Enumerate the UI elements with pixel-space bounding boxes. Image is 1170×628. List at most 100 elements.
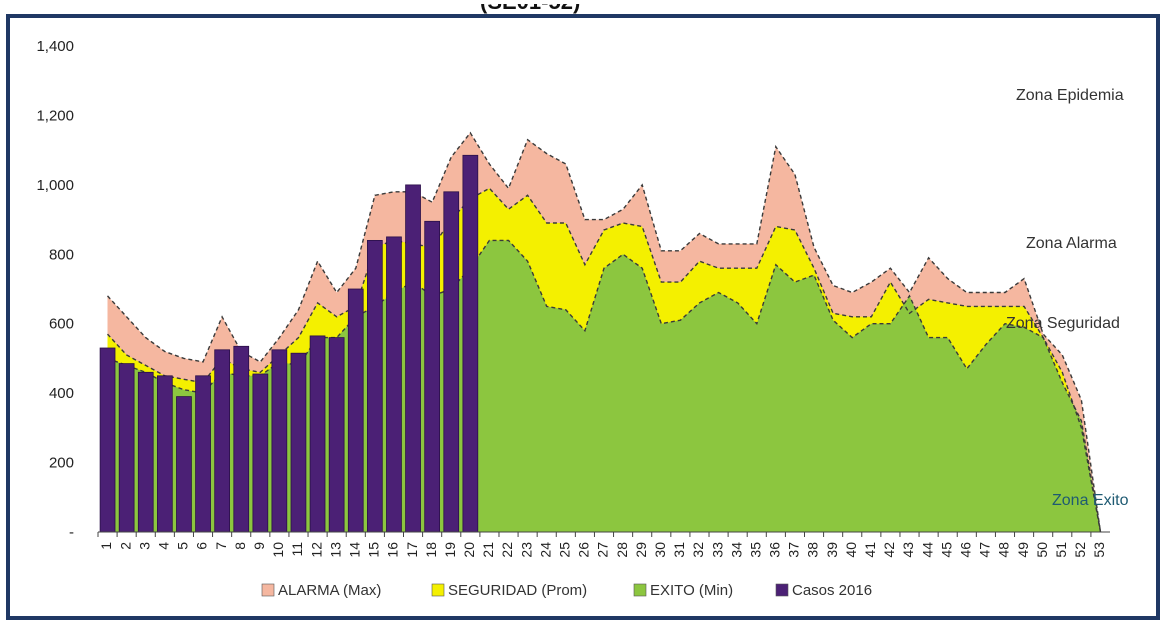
x-tick-label: 9	[251, 542, 267, 550]
bar-layer	[99, 154, 479, 533]
x-tick-label: 51	[1053, 542, 1069, 558]
x-tick-label: 29	[633, 542, 649, 558]
zone-label-epidemia: Zona Epidemia	[1016, 87, 1124, 104]
zone-label-seguridad: Zona Seguridad	[1006, 315, 1120, 332]
x-tick-label: 43	[900, 542, 916, 558]
legend-swatch	[775, 583, 789, 597]
x-tick-label: 7	[213, 542, 229, 550]
x-tick-label: 14	[347, 542, 363, 558]
y-tick-label: 1,400	[36, 38, 74, 55]
chart-frame: (SE01-52) - 200 400 600 800 1,000 1,200 1,400 1…	[6, 4, 1160, 620]
legend-label: EXITO (Min)	[650, 582, 733, 599]
x-tick-label: 49	[1015, 542, 1031, 558]
y-tick-label: -	[69, 524, 74, 541]
bar	[443, 191, 460, 533]
bar	[137, 371, 154, 533]
x-tick-label: 33	[709, 542, 725, 558]
x-tick-label: 12	[308, 542, 324, 558]
x-tick-label: 20	[461, 542, 477, 558]
x-tick-label: 32	[690, 542, 706, 558]
x-tick-label: 22	[499, 542, 515, 558]
x-tick-label: 36	[767, 542, 783, 558]
bar	[290, 352, 307, 533]
x-tick-label: 16	[385, 542, 401, 558]
x-tick-label: 1	[98, 542, 114, 550]
x-tick-label: 13	[327, 542, 343, 558]
bar	[271, 349, 288, 533]
bar	[214, 349, 230, 533]
bar	[252, 373, 269, 533]
x-tick-label: 4	[156, 542, 172, 550]
x-tick-label: 11	[289, 542, 305, 557]
bar	[99, 347, 116, 533]
x-tick-label: 38	[805, 542, 821, 558]
legend-label: SEGURIDAD (Prom)	[448, 582, 587, 599]
zone-label-alarma: Zona Alarma	[1026, 235, 1117, 252]
legend-label: Casos 2016	[792, 582, 872, 599]
x-tick-label: 45	[938, 542, 954, 558]
x-tick-label: 40	[843, 542, 859, 558]
x-tick-label: 39	[824, 542, 840, 558]
legend-swatch	[261, 583, 275, 597]
x-tick-label: 42	[881, 542, 897, 558]
legend: ALARMA (Max) SEGURIDAD (Prom) EXITO (Min) C…	[261, 582, 872, 599]
x-tick-label: 41	[862, 542, 878, 558]
y-tick-label: 1,000	[36, 177, 74, 194]
bar	[118, 363, 135, 533]
x-tick-label: 3	[136, 542, 152, 550]
x-tick-label: 15	[366, 542, 382, 558]
bar	[347, 288, 364, 533]
x-tick-label: 52	[1072, 542, 1088, 558]
x-tick-label: 17	[404, 542, 420, 558]
x-tick-label: 8	[232, 542, 248, 550]
bar	[233, 345, 250, 533]
x-tick-label: 35	[748, 542, 764, 558]
bar	[424, 220, 441, 533]
y-tick-label: 200	[49, 455, 74, 472]
x-tick-label: 28	[614, 542, 630, 558]
chart-title: (SE01-52)	[480, 4, 880, 18]
x-tick-label: 47	[977, 542, 993, 558]
x-tick-label: 10	[270, 542, 286, 558]
x-tick-label: 25	[557, 542, 573, 558]
x-tick-label: 27	[595, 542, 611, 558]
y-tick-label: 1,200	[36, 107, 74, 124]
x-axis-ticks: 1 2 3 4 5 6 7 8 9 10 11 12 13 14 15 16 17 18 19 20 21 22 23 24 2…	[98, 542, 1107, 558]
x-tick-label: 23	[518, 542, 534, 558]
x-tick-label: 18	[423, 542, 439, 558]
x-tick-label: 31	[671, 542, 687, 558]
bar	[328, 337, 345, 533]
y-tick-label: 800	[49, 246, 74, 263]
x-tick-label: 6	[194, 542, 210, 550]
bar	[156, 375, 173, 533]
bar	[195, 375, 211, 533]
legend-label: ALARMA (Max)	[278, 582, 381, 599]
x-tick-label: 30	[652, 542, 668, 558]
bar	[405, 184, 421, 533]
x-tick-label: 21	[480, 542, 496, 558]
legend-swatch	[431, 583, 445, 597]
x-tick-label: 37	[786, 542, 802, 558]
x-tick-label: 46	[958, 542, 974, 558]
x-tick-label: 53	[1091, 542, 1107, 558]
x-tick-label: 19	[442, 542, 458, 558]
x-tick-label: 26	[576, 542, 592, 558]
y-axis-ticks: - 200 400 600 800 1,000 1,200 1,400	[36, 38, 74, 541]
x-tick-label: 5	[175, 542, 191, 550]
x-tick-label: 44	[919, 542, 935, 558]
bar	[366, 239, 383, 533]
bar	[309, 335, 326, 533]
bar	[176, 396, 192, 533]
y-tick-label: 400	[49, 385, 74, 402]
axes-layer	[97, 531, 1110, 537]
x-tick-label: 48	[996, 542, 1012, 558]
bar	[386, 236, 402, 533]
zone-label-exito: Zona Exito	[1052, 492, 1129, 509]
x-tick-label: 50	[1034, 542, 1050, 558]
legend-swatch	[633, 583, 647, 597]
y-tick-label: 600	[49, 316, 74, 333]
bar	[462, 154, 479, 533]
x-tick-label: 34	[728, 542, 744, 558]
x-tick-label: 24	[537, 542, 553, 558]
